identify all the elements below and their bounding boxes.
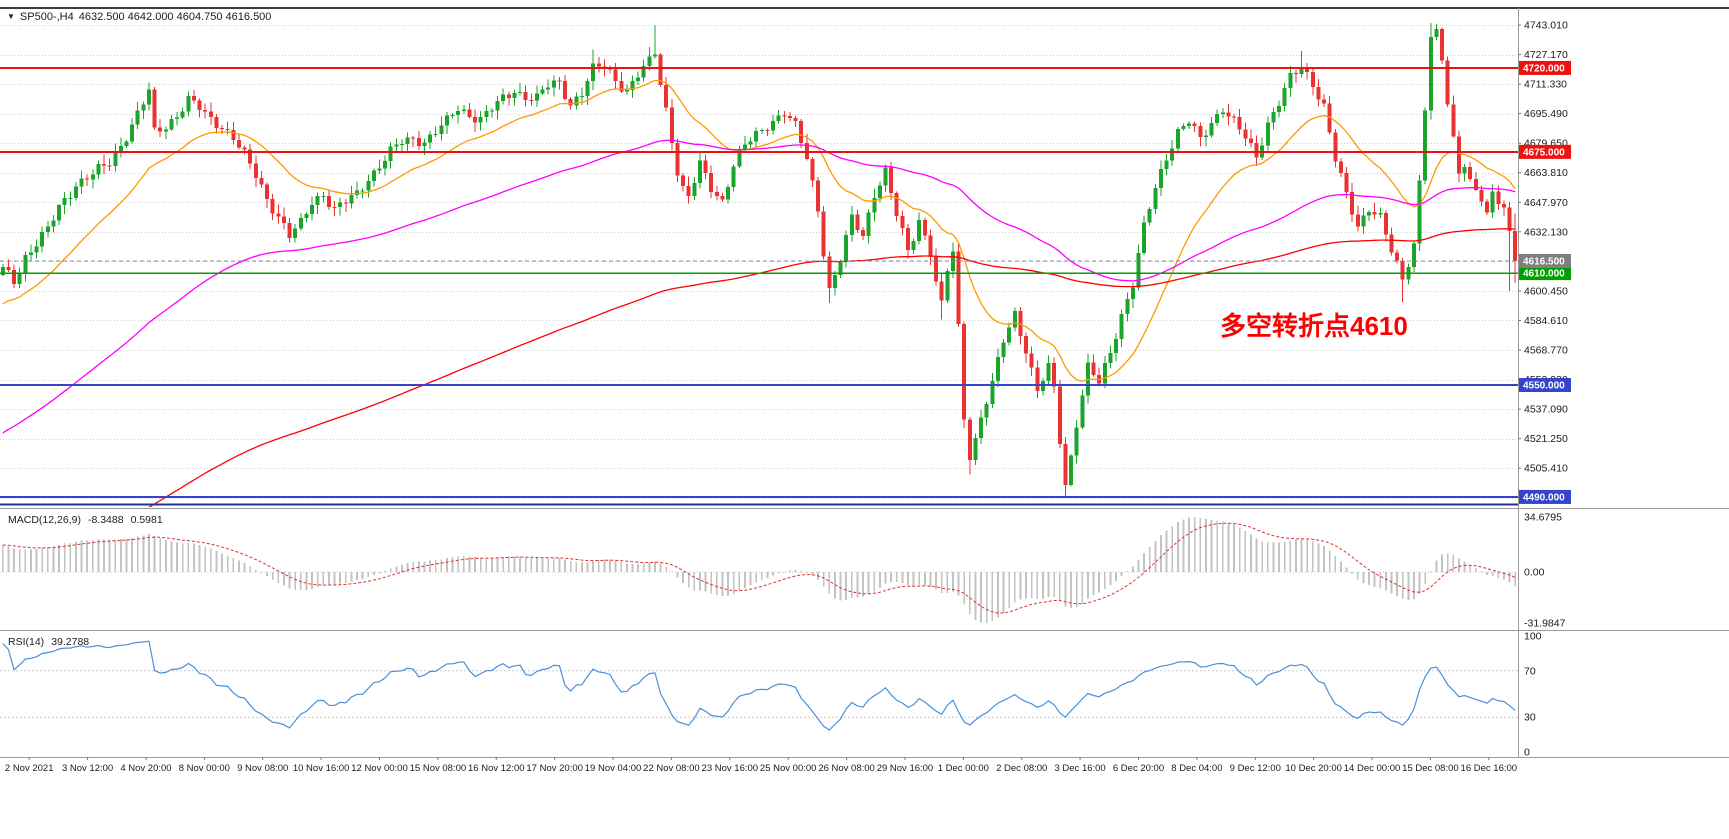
price-axis-label: 4695.490 xyxy=(1524,108,1568,120)
price-axis-label: 4647.970 xyxy=(1524,197,1568,209)
time-axis-label: 1 Dec 00:00 xyxy=(938,763,989,774)
time-axis-label: 6 Dec 20:00 xyxy=(1113,763,1164,774)
time-axis-label: 2 Dec 08:00 xyxy=(996,763,1047,774)
panel-separator[interactable] xyxy=(0,508,1729,509)
rsi-value: 39.2788 xyxy=(51,636,90,648)
chart-annotation: 多空转折点4610 xyxy=(1220,311,1408,341)
price-axis-label: 4632.130 xyxy=(1524,226,1568,238)
macd-indicator-label: MACD(12,26,9) -8.3488 0.5981 xyxy=(8,514,163,526)
price-axis-label: 4568.770 xyxy=(1524,345,1568,357)
price-axis-label: 4537.090 xyxy=(1524,404,1568,416)
horizontal-levels-layer xyxy=(0,66,1518,506)
macd-signal-line xyxy=(2,522,1516,614)
price-axis-label: 4521.250 xyxy=(1524,433,1568,445)
macd-name: MACD(12,26,9) xyxy=(8,514,81,526)
rsi-line xyxy=(2,640,1516,731)
price-badge: 4610.000 xyxy=(1519,266,1571,281)
price-badge: 4720.000 xyxy=(1519,60,1571,75)
price-axis-label: 4584.610 xyxy=(1524,315,1568,327)
price-axis[interactable]: 4743.0104727.1704711.3304695.4904679.650… xyxy=(1518,8,1571,759)
time-axis-label: 19 Nov 04:00 xyxy=(585,763,642,774)
time-axis-label: 8 Nov 00:00 xyxy=(179,763,230,774)
time-axis-label: 8 Dec 04:00 xyxy=(1171,763,1222,774)
rsi-name: RSI(14) xyxy=(8,636,45,648)
price-axis-label: 4505.410 xyxy=(1524,463,1568,475)
time-axis-label: 29 Nov 16:00 xyxy=(877,763,934,774)
price-axis-label: 4600.450 xyxy=(1524,285,1568,297)
time-axis-label: 16 Nov 12:00 xyxy=(468,763,525,774)
ohlc-label: 4632.500 4642.000 4604.750 4616.500 xyxy=(78,11,272,23)
time-axis-label: 15 Nov 08:00 xyxy=(410,763,467,774)
time-axis-label: 10 Dec 20:00 xyxy=(1285,763,1342,774)
price-axis-label: 4743.010 xyxy=(1524,20,1568,32)
time-axis-label: 16 Dec 16:00 xyxy=(1461,763,1518,774)
time-axis-label: 12 Nov 00:00 xyxy=(351,763,408,774)
macd-axis-label: -31.9847 xyxy=(1524,618,1566,630)
macd-histogram xyxy=(1,517,1517,623)
time-axis-label: 3 Nov 12:00 xyxy=(62,763,113,774)
time-axis-label: 17 Nov 20:00 xyxy=(526,763,583,774)
time-axis-label: 4 Nov 20:00 xyxy=(120,763,171,774)
time-axis-label: 2 Nov 2021 xyxy=(5,763,54,774)
macd-axis-label: 0.00 xyxy=(1524,567,1545,579)
price-badge: 4616.500 xyxy=(1519,253,1571,268)
svg-text:4616.500: 4616.500 xyxy=(1523,256,1565,267)
macd-main-value: -8.3488 xyxy=(87,514,124,526)
macd-signal-value: 0.5981 xyxy=(130,514,163,526)
price-axis-label: 4663.810 xyxy=(1524,167,1568,179)
rsi-indicator-label: RSI(14) 39.2788 xyxy=(8,636,89,648)
price-axis-label: 4711.330 xyxy=(1524,79,1567,91)
time-axis-label: 9 Nov 08:00 xyxy=(237,763,288,774)
symbol-period-label: SP500-,H4 xyxy=(19,11,74,23)
svg-text:4675.000: 4675.000 xyxy=(1523,147,1565,158)
macd-axis-label: 34.6795 xyxy=(1524,512,1562,524)
time-axis-label: 25 Nov 00:00 xyxy=(760,763,817,774)
ma-line-90 xyxy=(2,139,1516,434)
time-axis-label: 14 Dec 00:00 xyxy=(1344,763,1401,774)
rsi-axis-label: 0 xyxy=(1524,747,1530,759)
rsi-axis-label: 30 xyxy=(1524,712,1536,724)
price-badge: 4675.000 xyxy=(1519,144,1571,159)
chart-header: ▼ SP500-,H4 4632.500 4642.000 4604.750 4… xyxy=(7,11,271,23)
time-axis-label: 9 Dec 12:00 xyxy=(1230,763,1281,774)
time-axis-label: 22 Nov 08:00 xyxy=(643,763,700,774)
time-axis-label: 15 Dec 08:00 xyxy=(1402,763,1459,774)
time-axis-label: 3 Dec 16:00 xyxy=(1054,763,1105,774)
panel-separator[interactable] xyxy=(0,757,1729,758)
panel-separator[interactable] xyxy=(0,630,1729,631)
price-axis-label: 4727.170 xyxy=(1524,49,1568,61)
price-badge: 4550.000 xyxy=(1519,378,1571,393)
symbol-marker-icon: ▼ xyxy=(7,12,15,21)
ma-line-21 xyxy=(2,79,1516,382)
svg-text:4550.000: 4550.000 xyxy=(1523,381,1565,392)
time-axis-label: 10 Nov 16:00 xyxy=(293,763,350,774)
price-badge: 4490.000 xyxy=(1519,489,1571,504)
time-axis[interactable]: 2 Nov 2021 3 Nov 12:00 4 Nov 20:00 8 Nov 00… xyxy=(5,757,1517,774)
rsi-axis-label: 70 xyxy=(1524,665,1536,677)
price-grid xyxy=(0,25,1518,499)
window-top-border xyxy=(0,7,1729,9)
time-axis-label: 23 Nov 16:00 xyxy=(702,763,759,774)
svg-text:4490.000: 4490.000 xyxy=(1523,492,1565,503)
svg-text:4610.000: 4610.000 xyxy=(1523,269,1565,280)
svg-text:4720.000: 4720.000 xyxy=(1523,63,1565,74)
rsi-axis-label: 100 xyxy=(1524,631,1542,643)
time-axis-label: 26 Nov 08:00 xyxy=(818,763,875,774)
